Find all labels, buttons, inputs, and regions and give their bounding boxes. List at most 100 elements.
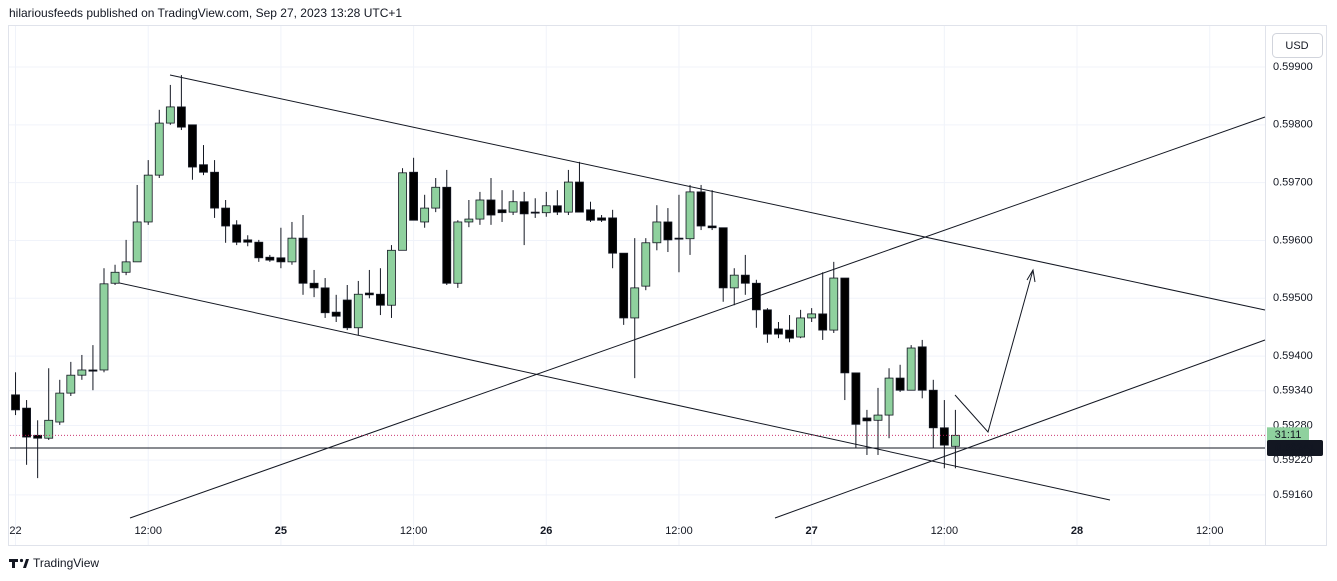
candle-body [641,242,651,287]
candle-body [685,191,695,240]
x-tick-label: 28 [1071,525,1083,537]
y-tick-label: 0.59800 [1273,119,1313,131]
candle-body [342,299,352,329]
candle-body [829,277,839,331]
candle-body [210,171,219,209]
candle-body [740,274,750,284]
candle-body [165,106,175,124]
price-tag-label: 0.59241 [1275,442,1315,454]
candle-body [132,221,142,263]
candle-body [895,377,905,391]
candle-body [33,434,43,439]
candle-body [442,186,452,284]
candle-body [309,282,319,289]
price-tag [1267,440,1323,457]
logo-part [19,558,24,563]
candle-body [176,106,186,128]
axes: 0.59900 0.59800 0.59700 0.59600 0.59500 0.594… [9,61,1323,537]
candle-body [44,419,54,439]
candle-body [729,274,739,289]
candle-body [552,205,562,213]
candle-body [530,211,540,214]
candle-body [66,374,76,394]
chart-frame [8,25,1327,546]
projection-arrow [954,269,1034,434]
x-tick-label: 26 [540,525,552,537]
candle-body [884,377,894,416]
candle-body [939,427,949,446]
candle-body [398,172,407,251]
candle-body [862,417,872,422]
candle-body [663,221,673,241]
candle-body [851,372,861,425]
candle-body [486,199,496,216]
candle-body [575,181,584,213]
candle-body [586,209,595,221]
x-tick-label: 12:00 [134,525,162,537]
x-tick-label: 22 [9,525,21,537]
y-tick-label: 0.59600 [1273,234,1313,246]
countdown-label: 31:11 [1275,429,1302,441]
candle-body [453,221,463,284]
publish-note: hilariousfeeds published on TradingView.… [9,6,402,20]
candle-body [409,171,418,221]
currency-label: USD [1285,40,1308,52]
candle-body [763,309,772,335]
candle-body [99,283,109,371]
candle-body [88,369,98,372]
y-tick-label: 0.59500 [1273,292,1313,304]
countdown-tag [1267,427,1309,444]
candle-body [807,313,817,319]
candle-body [320,287,330,314]
candle-body [475,199,485,220]
footer-logo [9,558,29,568]
trend-line [129,116,1266,519]
candle-body [707,225,717,229]
candle-body [652,221,662,244]
candle-body [696,191,706,227]
footer-brand: TradingView [33,556,99,570]
candle-body [541,205,551,214]
candle-body [11,394,20,411]
candle-body [221,207,231,227]
candle-body [353,293,363,329]
candle-body [796,317,805,338]
candle-body [619,252,629,319]
y-tick-label: 0.59700 [1273,177,1313,189]
candle-body [376,293,385,306]
candle-body [387,249,396,306]
logo-part [23,559,29,568]
candle-body [265,256,275,261]
candle-body [331,311,341,317]
logo-part [12,559,15,568]
candle-body [906,347,916,391]
candle-body [199,164,208,173]
candle-body [55,392,65,423]
x-tick-label: 12:00 [931,525,959,537]
candle-body [950,434,960,447]
y-tick-label: 0.59340 [1273,385,1313,397]
candle-body [873,414,883,421]
candle-body [22,407,31,438]
candle-body [121,261,131,273]
x-tick-label: 12:00 [665,525,693,537]
currency-button[interactable] [1272,33,1323,58]
candle-body [597,217,606,221]
y-tick-label: 0.59220 [1273,454,1313,466]
candle-body [154,122,164,176]
grid [9,26,1265,545]
candle-body [232,224,242,243]
x-tick-label: 27 [806,525,818,537]
trend-line [774,339,1266,519]
candle-body [718,227,728,289]
candle-body [254,241,264,259]
y-tick-label: 0.59400 [1273,350,1313,362]
candle-body [840,277,850,374]
x-tick-label: 12:00 [1196,525,1224,537]
candle-body [785,329,794,339]
y-tick-label: 0.59900 [1273,61,1313,73]
candle-body [188,124,197,168]
candle-body [519,201,529,215]
candle-body [243,239,253,243]
